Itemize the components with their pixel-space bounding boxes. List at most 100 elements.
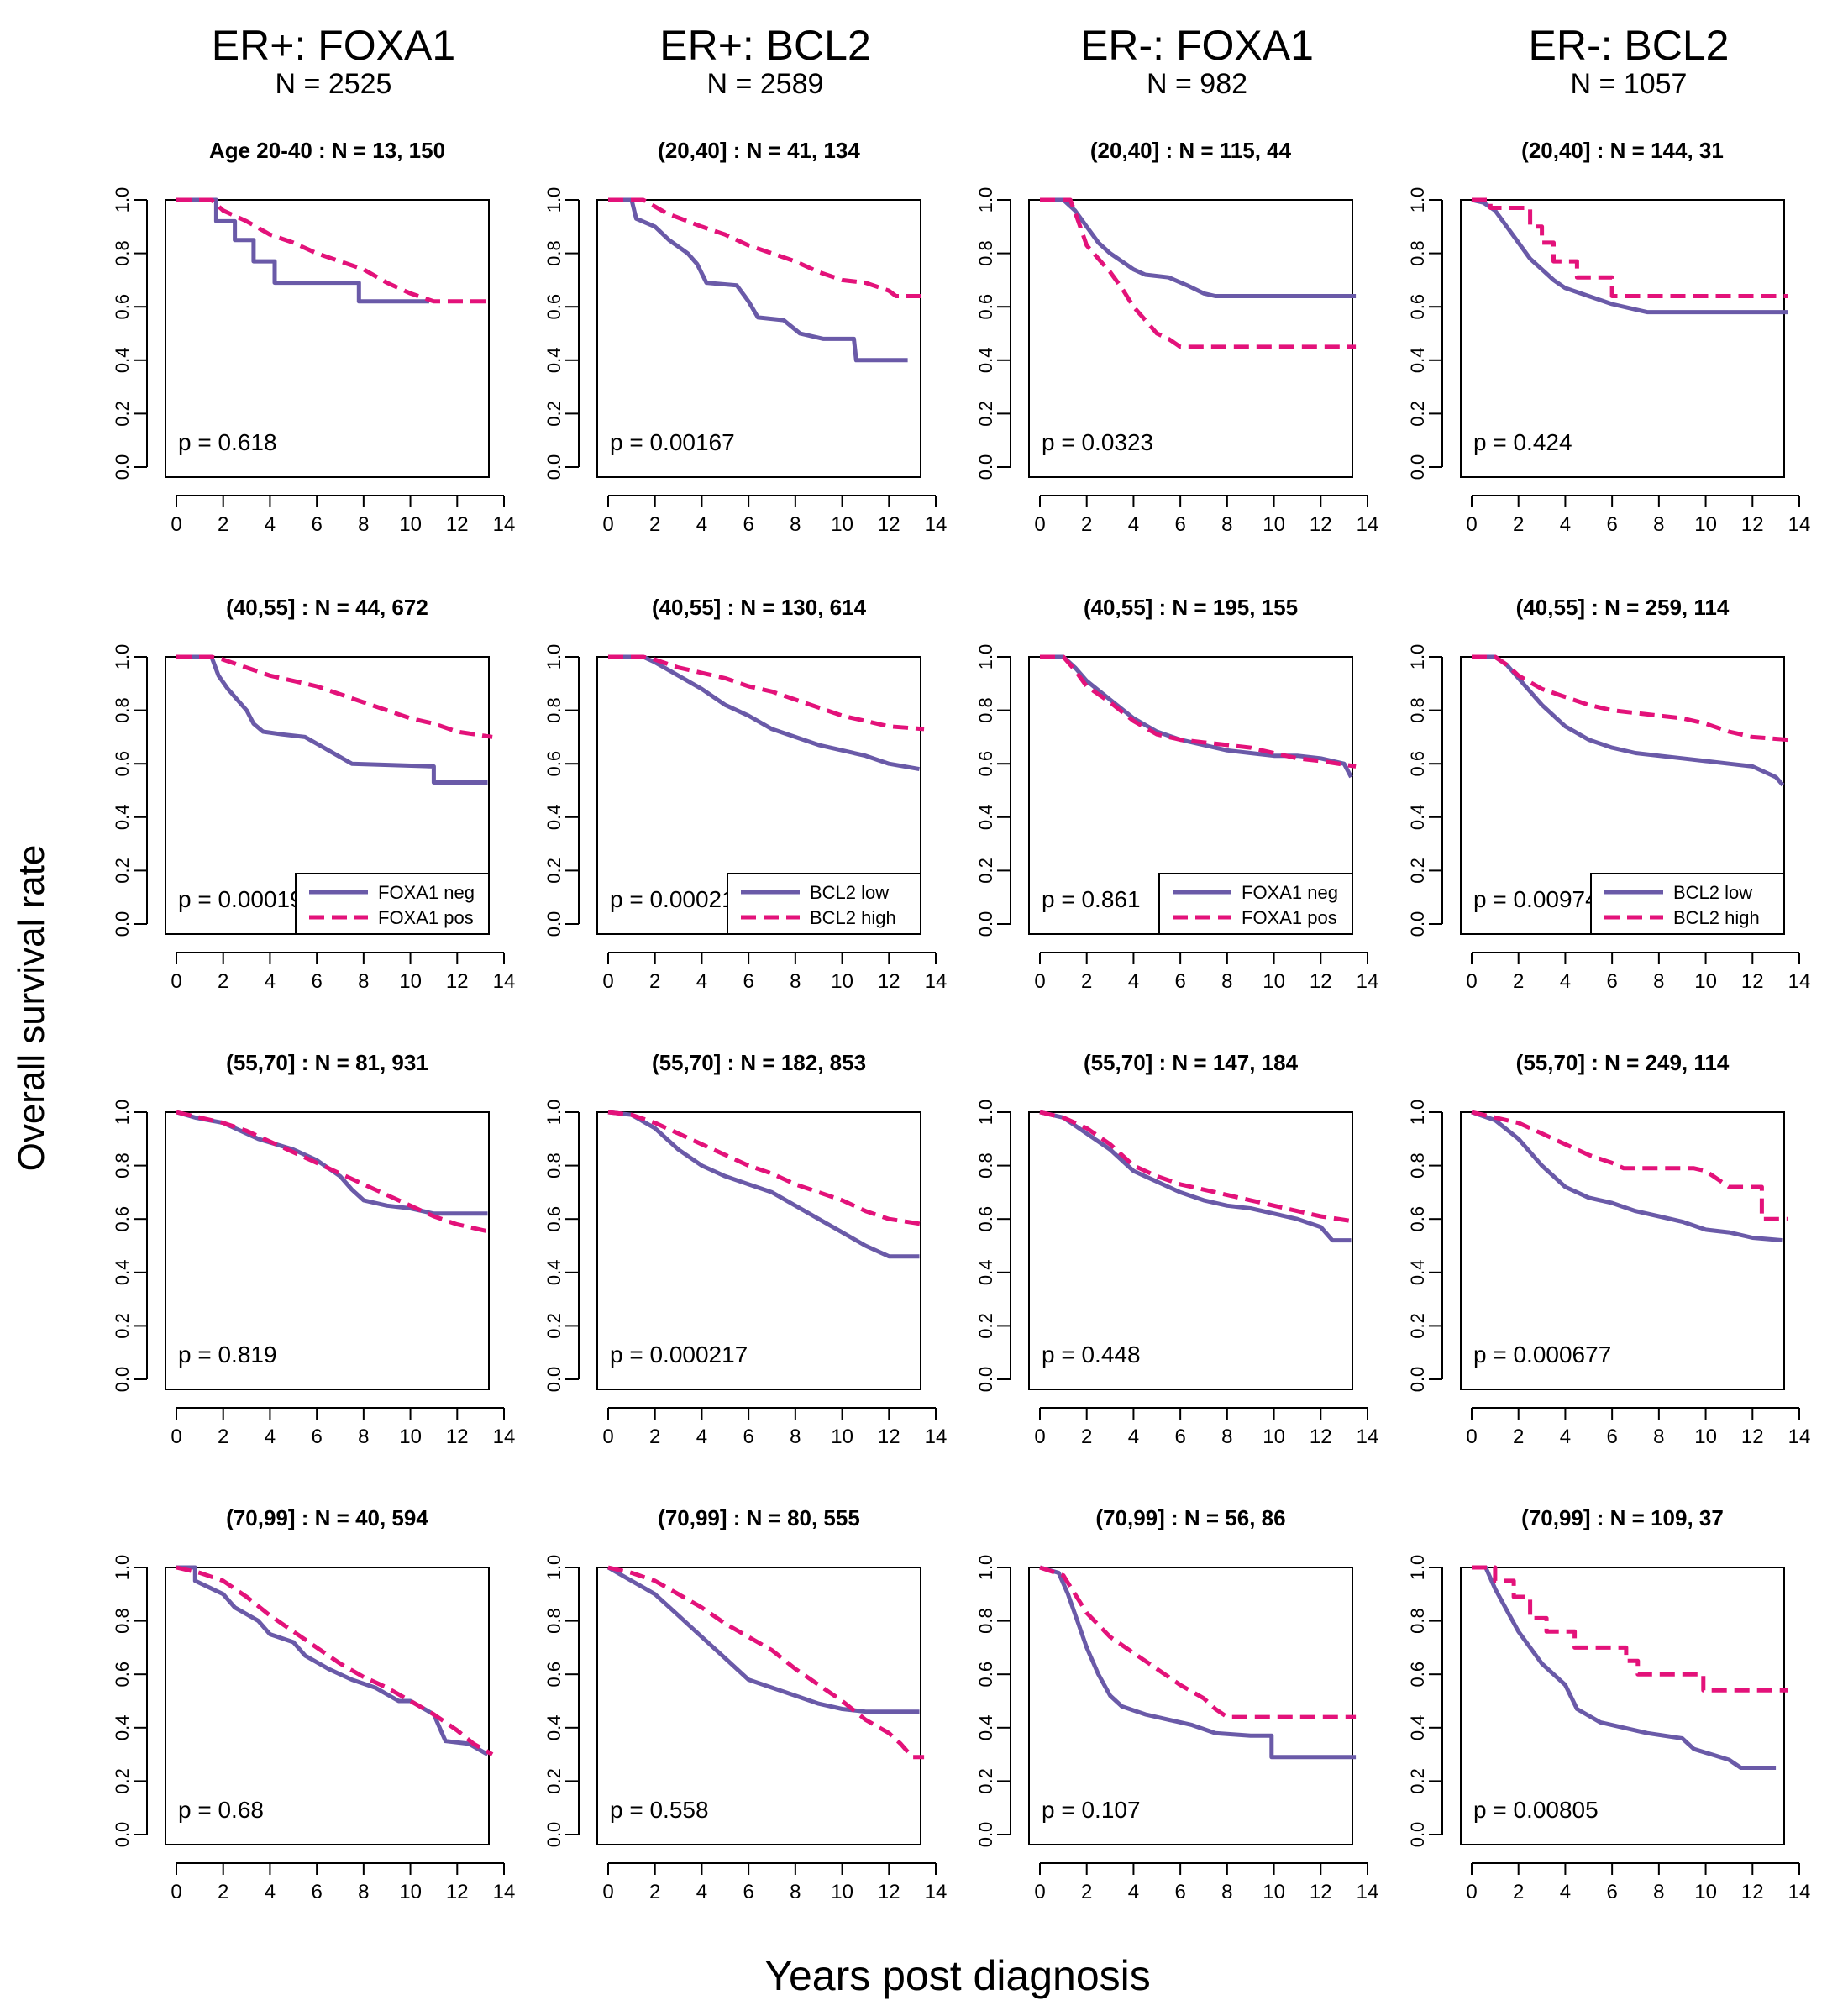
panel-title: (40,55] : N = 44, 672 <box>226 595 428 620</box>
x-tick-label: 6 <box>743 1881 753 1903</box>
km-panel: (40,55] : N = 130, 614 0.0 0.2 0.4 0.6 0.8 1.0… <box>543 595 947 993</box>
x-tick-label: 14 <box>493 1881 516 1903</box>
x-tick-label: 10 <box>831 1425 853 1448</box>
p-value-label: p = 0.861 <box>1042 886 1141 912</box>
survival-curve-pos <box>608 197 925 298</box>
plot-frame <box>1460 199 1785 478</box>
y-tick-label: 0.8 <box>543 240 564 266</box>
y-tick-label: 1.0 <box>1407 1100 1428 1126</box>
y-tick-label: 0.0 <box>1407 1367 1428 1393</box>
x-tick-label: 6 <box>1606 1425 1617 1448</box>
x-tick-label: 6 <box>311 1425 322 1448</box>
p-value-label: p = 0.558 <box>610 1797 709 1823</box>
column-title-2: ER+: BCL2 <box>659 22 871 69</box>
y-tick-label: 1.0 <box>1407 644 1428 670</box>
y-tick-label: 0.6 <box>975 1662 996 1688</box>
x-tick-label: 8 <box>1221 1425 1232 1448</box>
x-tick-label: 10 <box>1263 1425 1285 1448</box>
y-tick-label: 0.0 <box>543 454 564 480</box>
x-tick-label: 12 <box>1310 513 1332 536</box>
x-tick-label: 2 <box>1513 513 1524 536</box>
y-tick-label: 0.0 <box>975 1367 996 1393</box>
x-tick-label: 0 <box>1034 970 1045 993</box>
x-tick-label: 12 <box>1741 1425 1764 1448</box>
p-value-label: p = 0.00974 <box>1473 886 1599 912</box>
x-tick-label: 14 <box>1788 1881 1811 1903</box>
legend-box <box>1590 873 1785 935</box>
x-tick-label: 4 <box>696 513 707 536</box>
y-tick-label: 0.8 <box>543 1152 564 1179</box>
y-tick-label: 0.8 <box>975 1152 996 1179</box>
y-tick-label: 0.2 <box>543 401 564 427</box>
km-panel: (40,55] : N = 259, 114 0.0 0.2 0.4 0.6 0.8 1.0… <box>1407 595 1810 993</box>
x-axis-label: Years post diagnosis <box>764 1952 1151 1999</box>
y-tick-label: 0.0 <box>1407 454 1428 480</box>
y-tick-label: 0.6 <box>112 751 133 777</box>
x-tick-label: 0 <box>602 1881 613 1903</box>
p-value-label: p = 0.618 <box>178 429 277 455</box>
x-tick-label: 4 <box>1560 1425 1571 1448</box>
p-value-label: p = 0.0323 <box>1042 429 1153 455</box>
x-tick-label: 0 <box>1466 970 1477 993</box>
y-tick-label: 1.0 <box>1407 1555 1428 1581</box>
x-tick-label: 2 <box>1513 1881 1524 1903</box>
y-tick-label: 0.6 <box>1407 751 1428 777</box>
km-panel: (55,70] : N = 249, 114 0.0 0.2 0.4 0.6 0.8 1.0… <box>1407 1050 1810 1448</box>
y-tick-label: 0.2 <box>975 858 996 884</box>
x-tick-label: 12 <box>446 1881 469 1903</box>
x-tick-label: 4 <box>1128 1881 1139 1903</box>
x-tick-label: 12 <box>1310 1425 1332 1448</box>
survival-curve-pos <box>608 654 925 732</box>
y-tick-label: 0.4 <box>112 1260 133 1286</box>
survival-curve-neg <box>1472 1565 1777 1770</box>
legend-label-pos: BCL2 high <box>810 907 896 928</box>
x-tick-label: 8 <box>1653 1881 1664 1903</box>
x-tick-label: 6 <box>311 513 322 536</box>
y-tick-label: 0.6 <box>543 1206 564 1232</box>
x-tick-label: 2 <box>218 970 228 993</box>
x-tick-label: 8 <box>358 513 369 536</box>
y-tick-label: 0.6 <box>543 751 564 777</box>
y-tick-label: 0.6 <box>543 294 564 320</box>
x-tick-label: 2 <box>1513 970 1524 993</box>
x-tick-label: 8 <box>790 513 801 536</box>
panel-title: (70,99] : N = 109, 37 <box>1521 1505 1724 1530</box>
km-panel: (40,55] : N = 195, 155 0.0 0.2 0.4 0.6 0.8 1.0… <box>975 595 1378 993</box>
x-tick-label: 4 <box>696 970 707 993</box>
y-tick-label: 0.8 <box>1407 1152 1428 1179</box>
x-tick-label: 0 <box>1466 1425 1477 1448</box>
y-tick-label: 1.0 <box>975 1555 996 1581</box>
x-tick-label: 10 <box>399 513 422 536</box>
y-tick-label: 0.4 <box>112 805 133 831</box>
panel-title: (70,99] : N = 40, 594 <box>226 1505 428 1530</box>
p-value-label: p = 0.00167 <box>610 429 735 455</box>
y-tick-label: 0.6 <box>975 751 996 777</box>
y-tick-label: 1.0 <box>975 644 996 670</box>
y-tick-label: 0.4 <box>543 1715 564 1741</box>
x-tick-label: 10 <box>399 970 422 993</box>
x-tick-label: 2 <box>649 513 660 536</box>
x-tick-label: 12 <box>1310 1881 1332 1903</box>
x-tick-label: 12 <box>878 1425 900 1448</box>
y-tick-label: 0.2 <box>112 401 133 427</box>
y-tick-label: 0.8 <box>1407 697 1428 723</box>
y-tick-label: 0.0 <box>112 1822 133 1848</box>
y-tick-label: 0.8 <box>975 1608 996 1634</box>
x-tick-label: 6 <box>1606 970 1617 993</box>
x-tick-label: 6 <box>743 970 753 993</box>
x-tick-label: 0 <box>171 513 181 536</box>
legend-label-pos: BCL2 high <box>1673 907 1760 928</box>
x-tick-label: 10 <box>1694 1425 1717 1448</box>
y-tick-label: 0.0 <box>543 1822 564 1848</box>
y-tick-label: 0.4 <box>543 805 564 831</box>
x-tick-label: 2 <box>1081 970 1092 993</box>
x-tick-label: 10 <box>399 1881 422 1903</box>
y-tick-label: 0.8 <box>543 1608 564 1634</box>
x-tick-label: 4 <box>1128 513 1139 536</box>
y-tick-label: 0.8 <box>112 240 133 266</box>
legend-box <box>1158 873 1353 935</box>
legend-box <box>727 873 921 935</box>
x-tick-label: 6 <box>1174 1881 1185 1903</box>
x-tick-label: 6 <box>743 1425 753 1448</box>
plot-frame <box>1460 1111 1785 1390</box>
